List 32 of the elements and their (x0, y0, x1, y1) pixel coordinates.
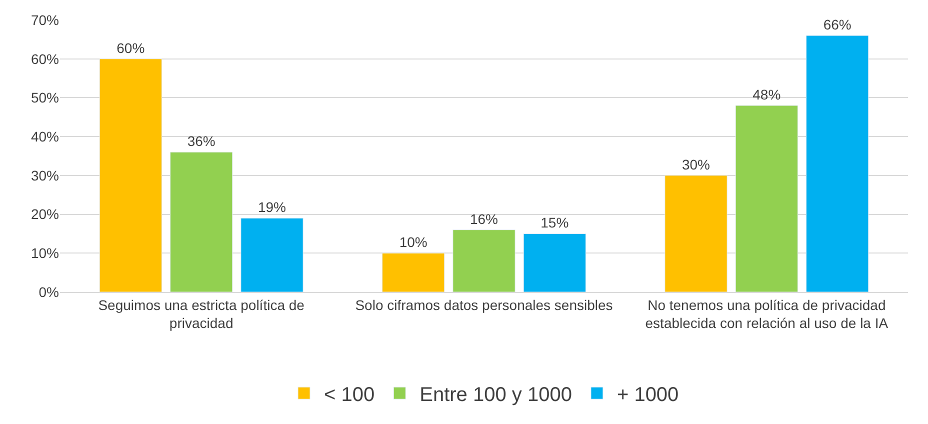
data-label: 16% (470, 210, 498, 227)
y-tick-label: 30% (30, 167, 59, 184)
data-label: 15% (540, 214, 569, 231)
bar (806, 35, 869, 292)
data-label: 36% (187, 133, 216, 150)
x-tick-label: Seguimos una estricta política de privacidad (98, 296, 305, 331)
x-tick-label: No tenemos una política de privacidad establecida con relación al uso de la IA (645, 296, 889, 331)
bar (99, 58, 162, 292)
bar (170, 152, 233, 292)
data-label: 48% (752, 86, 781, 102)
y-tick-label: 60% (30, 50, 59, 67)
x-tick-label: Solo ciframos datos personales sensibles (355, 296, 613, 313)
data-label: 10% (399, 234, 428, 250)
legend-label: Entre 100 y 1000 (420, 384, 572, 406)
y-tick-label: 40% (30, 128, 59, 144)
y-tick-label: 70% (30, 12, 59, 28)
data-label: 30% (682, 156, 710, 172)
data-label: 19% (258, 199, 286, 216)
bar (240, 218, 304, 292)
bar (452, 230, 516, 292)
bar (382, 252, 445, 292)
bar (664, 175, 728, 292)
bar (523, 233, 586, 292)
data-label: 60% (116, 40, 145, 56)
legend-label: + 1000 (616, 384, 679, 406)
bar (735, 105, 798, 292)
y-tick-label: 20% (30, 206, 59, 222)
legend-label: < 100 (324, 384, 375, 406)
y-tick-label: 0% (38, 284, 59, 300)
y-tick-label: 10% (30, 245, 59, 262)
y-tick-label: 50% (30, 90, 59, 106)
data-label: 66% (823, 16, 852, 33)
